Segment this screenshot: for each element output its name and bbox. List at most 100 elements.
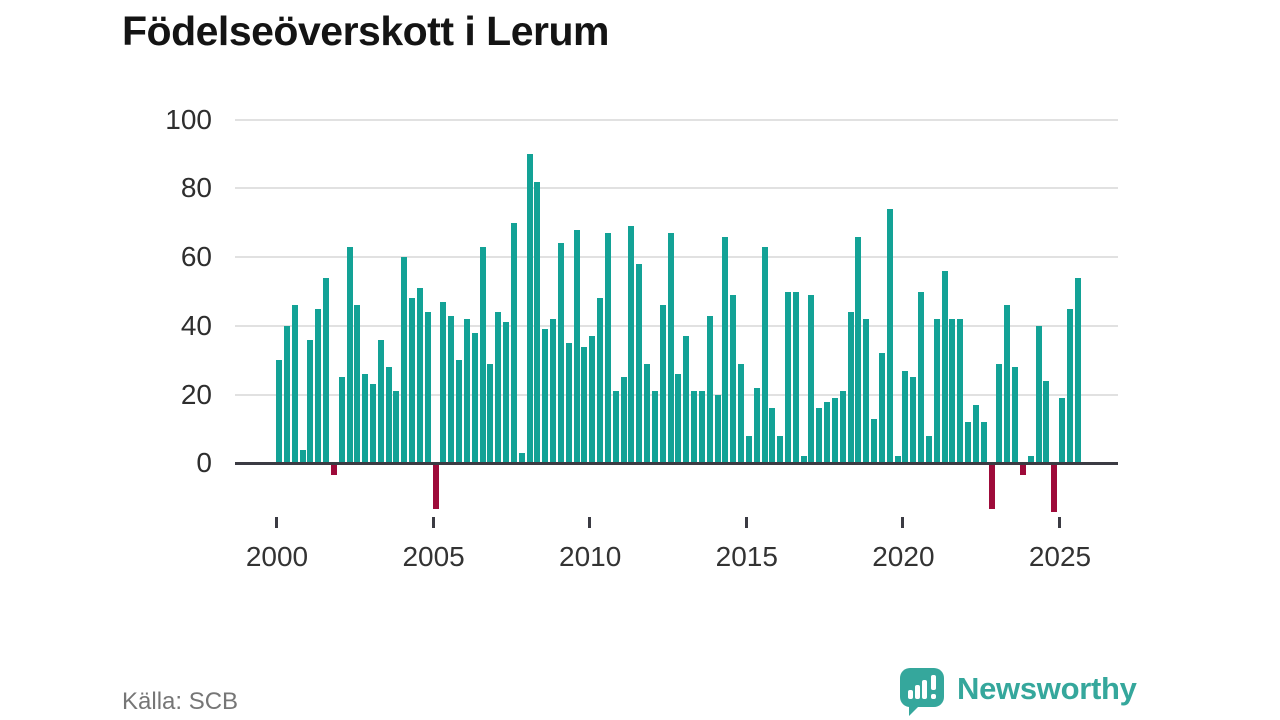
logo-text: Newsworthy [957, 671, 1137, 706]
logo-mini-bar [908, 690, 913, 699]
bar [886, 209, 893, 464]
bar [299, 449, 306, 464]
bar [1035, 325, 1042, 464]
bar [933, 319, 940, 464]
bar [675, 374, 682, 464]
x-tick-label: 2020 [872, 541, 935, 572]
bar-negative [1051, 464, 1058, 513]
bar [839, 391, 846, 464]
bar [753, 387, 760, 464]
bar [597, 298, 603, 464]
x-tick-mark [901, 517, 905, 528]
bar [777, 435, 784, 464]
bar [808, 294, 815, 464]
bar [683, 336, 690, 464]
bar [714, 394, 721, 464]
bar [800, 456, 807, 464]
bar-negative [988, 464, 995, 509]
bar [1004, 305, 1011, 464]
x-tick-label: 2010 [559, 541, 622, 572]
bar [346, 246, 353, 464]
bar [283, 325, 290, 464]
bar [949, 319, 956, 464]
bar [495, 312, 502, 464]
y-tick-label: 40 [180, 309, 212, 341]
x-tick-label: 2015 [715, 541, 778, 572]
bar [918, 291, 925, 464]
bar [1074, 277, 1081, 464]
y-tick-label: 80 [180, 172, 212, 204]
bar [416, 288, 423, 464]
bar [644, 363, 650, 464]
bar [996, 363, 1003, 464]
bar [1066, 308, 1073, 464]
x-tick-mark [588, 517, 592, 528]
x-tick-mark [1058, 517, 1061, 528]
bar [534, 181, 541, 464]
x-tick-label: 2005 [402, 541, 465, 572]
y-tick-label: 60 [180, 241, 212, 273]
bar [409, 298, 416, 464]
bar [738, 363, 744, 464]
logo-exclamation-dot [931, 694, 936, 699]
bar [565, 343, 572, 464]
bar [323, 277, 329, 464]
bar [698, 391, 705, 464]
gridline [235, 324, 1118, 327]
bar [1059, 398, 1065, 464]
bar [972, 404, 979, 464]
x-tick-mark [744, 517, 748, 528]
bar [902, 370, 909, 464]
y-tick-label: 100 [165, 103, 212, 135]
logo-mini-bar [915, 685, 920, 699]
bar [816, 408, 823, 464]
bar [1027, 456, 1034, 464]
bar [878, 353, 885, 464]
bar [628, 226, 635, 464]
speech-bubble-tail [909, 704, 921, 716]
bar [730, 294, 737, 464]
bar [651, 391, 658, 464]
bar [1043, 380, 1050, 464]
bar-negative [1019, 464, 1026, 475]
bar [824, 401, 831, 464]
bar [910, 377, 917, 464]
bar [941, 270, 948, 464]
bar [370, 384, 376, 464]
bar [291, 305, 298, 464]
logo-mini-bar [922, 680, 927, 699]
bar [863, 319, 870, 464]
bar [557, 243, 564, 464]
bar [589, 336, 596, 464]
bar [620, 377, 627, 464]
x-tick-label: 2025 [1028, 541, 1092, 572]
bar [894, 456, 901, 464]
bar [503, 322, 510, 464]
bar [722, 236, 729, 464]
bar [550, 319, 556, 464]
bar [385, 367, 392, 464]
bar [276, 360, 282, 464]
x-axis-line [235, 461, 1118, 465]
bar [1012, 367, 1018, 464]
bar [604, 233, 611, 464]
source-caption: Källa: SCB [122, 688, 239, 715]
bar [487, 363, 494, 464]
bar [659, 305, 666, 464]
logo-exclamation-icon [931, 675, 936, 690]
bar [847, 312, 854, 464]
gridline [235, 256, 1118, 259]
bar [424, 312, 431, 464]
bar [573, 229, 580, 464]
gridline [235, 118, 1118, 121]
chart-speech-bubble-icon [900, 668, 944, 716]
bar [526, 154, 533, 464]
bar [401, 257, 408, 464]
bar [745, 435, 752, 464]
x-tick-mark [431, 517, 435, 528]
y-tick-label: 20 [180, 378, 212, 410]
bar [965, 422, 971, 464]
bar [691, 391, 697, 464]
bar [957, 319, 964, 464]
